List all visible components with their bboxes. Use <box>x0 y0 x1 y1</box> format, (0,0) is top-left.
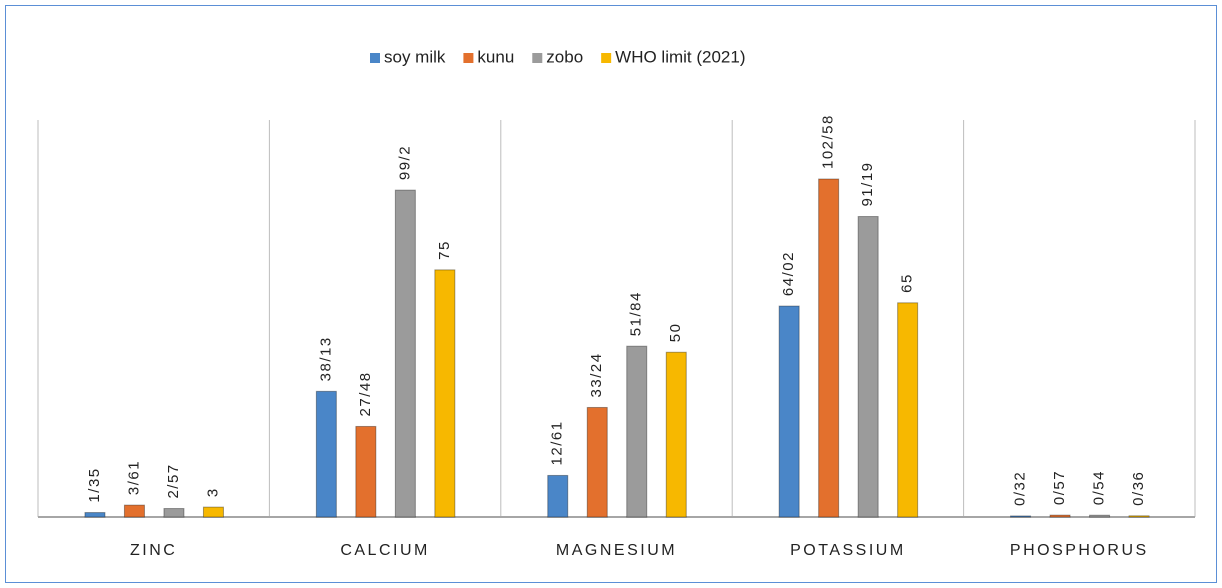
data-label: 3 <box>204 487 221 497</box>
bar <box>857 216 879 518</box>
legend-label: WHO limit (2021) <box>615 47 745 66</box>
legend-swatch <box>370 53 380 63</box>
data-label: 38/13 <box>317 336 334 381</box>
bar <box>818 178 840 518</box>
bar <box>1049 514 1071 518</box>
bar <box>84 512 106 518</box>
bar <box>355 425 377 518</box>
data-label: 0/32 <box>1012 471 1029 506</box>
data-label: 1/35 <box>86 467 103 502</box>
x-tick-label: POTASSIUM <box>790 542 906 559</box>
data-label: 12/61 <box>549 420 566 465</box>
data-label: 33/24 <box>588 352 605 397</box>
legend-swatch <box>463 53 474 63</box>
bar <box>315 390 337 518</box>
legend-label: kunu <box>477 47 514 66</box>
data-label: 3/61 <box>125 460 142 495</box>
data-label: 0/36 <box>1130 471 1147 506</box>
bar <box>626 345 648 518</box>
bar <box>1010 515 1032 518</box>
x-tick-label: ZINC <box>130 542 177 559</box>
data-label: 91/19 <box>859 161 876 206</box>
bar <box>163 508 185 518</box>
legend-swatch <box>532 53 543 63</box>
data-label: 2/57 <box>165 463 182 498</box>
bar <box>202 506 224 518</box>
data-label: 65 <box>899 273 916 293</box>
bar <box>123 504 145 518</box>
legend-label: zobo <box>546 47 583 66</box>
bar <box>547 474 569 518</box>
bar <box>665 351 687 518</box>
data-label: 75 <box>436 240 453 260</box>
data-label: 64/02 <box>780 251 797 296</box>
data-label: 51/84 <box>628 291 645 336</box>
data-label: 50 <box>667 323 684 343</box>
bar <box>1128 515 1150 518</box>
data-label: 0/54 <box>1091 470 1108 505</box>
bar <box>897 302 919 518</box>
legend-swatch <box>601 53 612 63</box>
data-label: 27/48 <box>357 371 374 416</box>
x-tick-label: MAGNESIUM <box>556 542 677 559</box>
x-tick-label: CALCIUM <box>340 542 430 559</box>
bar <box>586 406 608 518</box>
data-label: 99/2 <box>396 145 413 180</box>
frame <box>5 5 1217 583</box>
legend-label: soy milk <box>384 47 446 66</box>
data-label: 102/58 <box>820 114 837 169</box>
data-label: 0/57 <box>1051 470 1068 505</box>
bar <box>394 189 416 518</box>
bar <box>1089 514 1111 518</box>
bar <box>778 305 800 518</box>
bar <box>434 269 456 518</box>
x-tick-label: PHOSPHORUS <box>1010 542 1149 559</box>
